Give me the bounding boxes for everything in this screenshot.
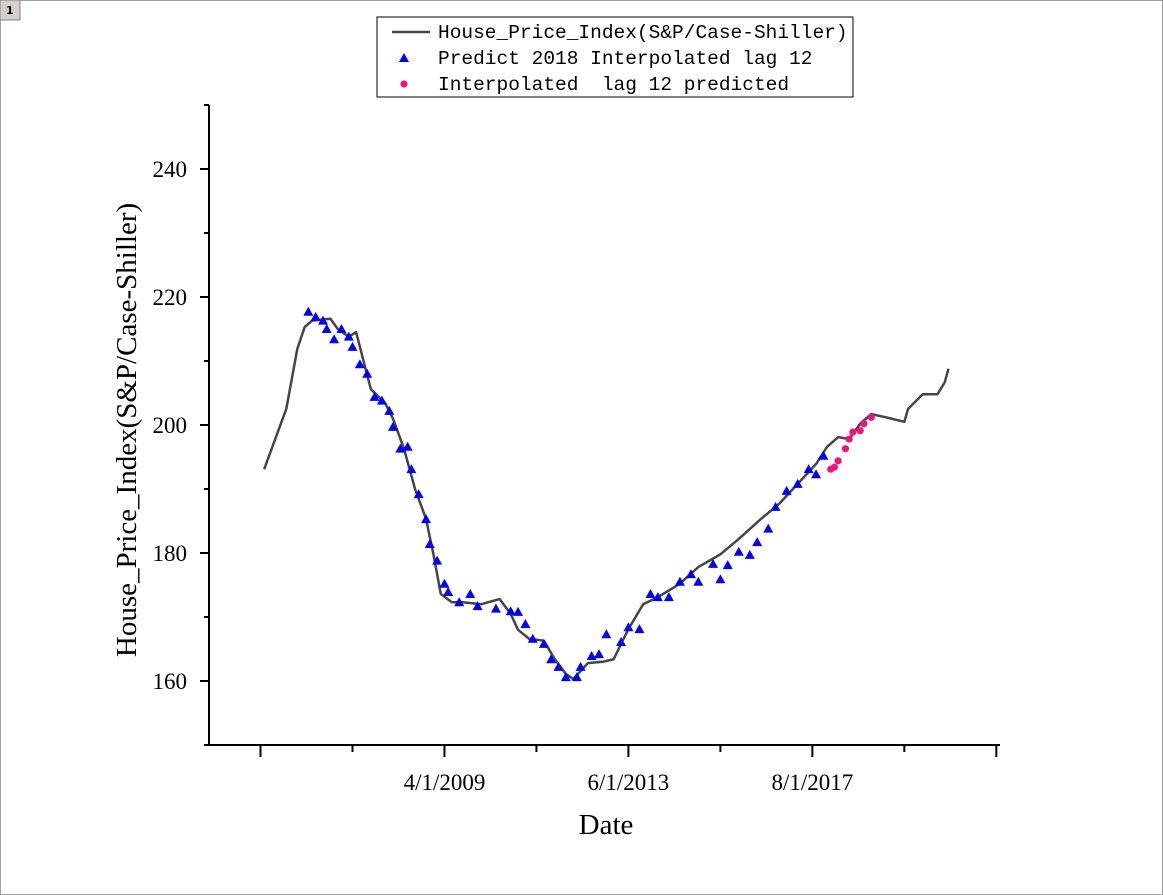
y-tick-label: 200 xyxy=(153,413,188,438)
y-tick-label: 160 xyxy=(153,669,188,694)
triangle-point xyxy=(520,619,531,629)
y-tick-label: 180 xyxy=(153,541,188,566)
triangle-point xyxy=(593,649,604,659)
triangle-point xyxy=(395,443,406,453)
triangle-point xyxy=(708,558,719,568)
y-axis-title: House_Price_Index(S&P/Case-Shiller) xyxy=(111,203,143,657)
triangle-point xyxy=(571,672,582,682)
triangle-point xyxy=(722,560,733,570)
x-axis-title: Date xyxy=(579,809,634,841)
triangle-point xyxy=(347,341,358,351)
triangle-point xyxy=(818,450,829,460)
triangle-point xyxy=(354,359,365,369)
triangle-point xyxy=(645,588,656,598)
triangle-point xyxy=(303,306,314,316)
legend-box xyxy=(376,16,854,98)
triangle-point xyxy=(362,368,373,378)
triangle-point xyxy=(505,606,516,616)
circle-point xyxy=(845,435,853,443)
triangle-point xyxy=(586,651,597,661)
triangle-point xyxy=(803,464,814,474)
triangle-point xyxy=(439,578,450,588)
tab[interactable] xyxy=(0,0,21,21)
triangle-point xyxy=(413,489,424,499)
circle-point xyxy=(849,428,857,436)
circle-point xyxy=(860,420,868,428)
triangle-point xyxy=(454,597,465,607)
triangle-point xyxy=(384,405,395,415)
legend-label: Interpolated lag 12 predicted xyxy=(438,74,789,96)
triangle-point xyxy=(402,441,413,451)
triangle-point xyxy=(811,469,822,479)
triangle-point xyxy=(321,324,332,333)
triangle-point xyxy=(634,624,645,634)
triangle-point xyxy=(310,311,321,321)
tab-label: 1 xyxy=(6,4,14,17)
triangle-point xyxy=(715,574,726,584)
triangle-point xyxy=(336,324,347,333)
triangle-point xyxy=(546,654,557,664)
x-tick-label: 6/1/2013 xyxy=(588,770,670,795)
triangle-point xyxy=(616,636,627,646)
triangle-point xyxy=(674,576,685,586)
triangle-point xyxy=(763,523,774,533)
triangle-point xyxy=(424,539,435,549)
x-tick-label: 4/1/2009 xyxy=(404,770,486,795)
triangle-point xyxy=(553,661,564,671)
legend-label: Predict 2018 Interpolated lag 12 xyxy=(438,48,812,70)
y-tick-label: 240 xyxy=(153,157,188,182)
legend-triangle xyxy=(399,53,409,62)
triangle-point xyxy=(513,606,524,616)
triangle-point xyxy=(421,514,432,524)
triangle-point xyxy=(752,537,763,547)
triangle-point xyxy=(527,633,538,643)
triangle-point xyxy=(329,334,340,344)
plot-area xyxy=(263,306,950,682)
triangle-point xyxy=(733,546,744,556)
circle-point xyxy=(834,457,842,465)
legend-label: House_Price_Index(S&P/Case-Shiller) xyxy=(438,22,848,44)
x-tick-label: 8/1/2017 xyxy=(771,770,853,795)
circle-point xyxy=(830,463,839,471)
legend-circle xyxy=(400,80,408,88)
triangle-point xyxy=(693,576,704,586)
triangle-point xyxy=(781,485,792,495)
triangle-point xyxy=(792,478,803,488)
triangle-point xyxy=(601,629,612,639)
triangle-point xyxy=(744,549,755,559)
triangle-point xyxy=(623,622,634,632)
triangle-point xyxy=(770,501,781,511)
triangle-point xyxy=(369,391,380,401)
triangle-point xyxy=(318,315,329,325)
triangle-point xyxy=(406,464,417,474)
triangle-point xyxy=(465,588,476,598)
triangle-point xyxy=(432,555,443,565)
triangle-point xyxy=(387,421,398,431)
circle-point xyxy=(856,427,864,435)
triangle-point xyxy=(663,592,674,602)
triangle-point xyxy=(472,601,483,611)
y-tick-label: 220 xyxy=(153,285,188,310)
triangle-point xyxy=(343,331,354,341)
triangle-point xyxy=(538,638,549,648)
triangle-point xyxy=(575,661,586,671)
triangle-point xyxy=(685,569,696,579)
triangle-point xyxy=(490,603,501,613)
triangle-point xyxy=(376,395,387,405)
circle-point xyxy=(841,445,850,453)
circle-point xyxy=(867,413,875,421)
triangle-point xyxy=(443,587,454,597)
triangle-point xyxy=(652,592,663,602)
triangle-point xyxy=(560,672,571,682)
